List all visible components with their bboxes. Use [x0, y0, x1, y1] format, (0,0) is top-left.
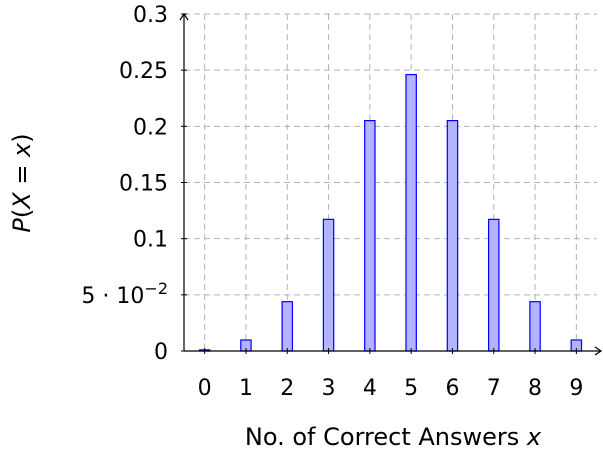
- bar-8: [529, 301, 541, 352]
- x-axis-title: No. of Correct Answers x: [245, 423, 542, 449]
- x-tick-label-4: 4: [363, 376, 377, 401]
- y-tick-label-1: 5 · 10−2: [81, 279, 168, 309]
- x-axis-title-text: No. of Correct Answers: [245, 423, 527, 449]
- y-tick-label-0: 0: [154, 340, 168, 365]
- bar-4: [364, 120, 376, 352]
- x-tick-label-1: 1: [239, 376, 253, 401]
- y-tick-label-2: 0.1: [133, 228, 168, 253]
- bars: [198, 73, 583, 352]
- y-axis-title: P(X = x): [8, 133, 36, 232]
- x-ticks: 0 1 2 3 4 5 6 7 8 9: [198, 348, 583, 401]
- y-ticks: 0 5 · 10−2 0.1 0.15 0.2 0.25 0.3: [81, 3, 187, 365]
- x-tick-label-6: 6: [445, 376, 459, 401]
- x-tick-label-2: 2: [280, 376, 294, 401]
- bar-7: [487, 218, 500, 352]
- x-tick-label-7: 7: [487, 376, 501, 401]
- y-tick-label-4: 0.2: [133, 115, 168, 140]
- bar-2: [281, 301, 294, 352]
- bar-3: [322, 218, 335, 352]
- x-tick-label-8: 8: [528, 376, 542, 401]
- x-axis-arrow: [594, 346, 603, 356]
- x-tick-label-0: 0: [198, 376, 212, 401]
- x-tick-label-5: 5: [404, 376, 418, 401]
- y-tick-label-3: 0.15: [119, 172, 168, 197]
- bar-5: [405, 73, 417, 352]
- x-tick-label-9: 9: [569, 376, 583, 401]
- y-tick-label-6: 0.3: [133, 3, 168, 28]
- x-axis-title-var: x: [526, 423, 542, 449]
- x-tick-label-3: 3: [322, 376, 336, 401]
- grid: [184, 13, 597, 351]
- y-tick-label-5: 0.25: [119, 59, 168, 84]
- bar-6: [446, 120, 459, 352]
